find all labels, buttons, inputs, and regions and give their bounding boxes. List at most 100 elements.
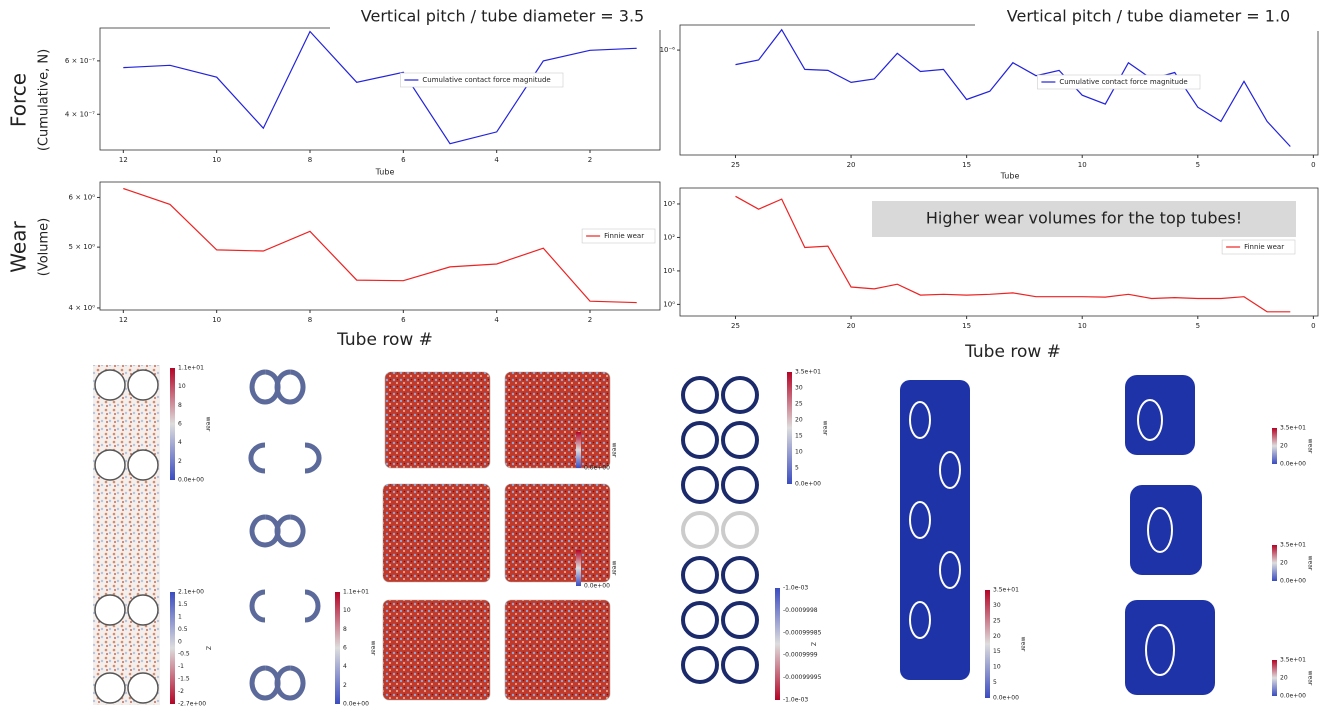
x-axis-label: Tube	[375, 168, 395, 177]
plot-frame	[680, 25, 1318, 155]
y-tick-label: 10²	[663, 233, 675, 241]
colorbar	[170, 592, 175, 704]
colorbar-label: 30	[993, 602, 1001, 609]
colorbar	[170, 368, 175, 480]
colorbar-label: 2	[178, 458, 182, 465]
legend-label: Finnie wear	[604, 232, 644, 240]
colorbar-label: 10	[178, 383, 186, 390]
colorbar-label: 15	[993, 648, 1001, 655]
colorbar-title: wear	[822, 421, 829, 436]
colorbar-label: 0.0e+00	[584, 465, 610, 472]
colorbar-label: 0.5	[178, 626, 188, 633]
colorbar-label: -1.0e-03	[783, 585, 808, 592]
colorbar-label: 0.0e+00	[1280, 461, 1306, 468]
side-label: Wear	[7, 221, 31, 273]
x-tick-label: 12	[119, 316, 128, 324]
x-tick-label: 0	[1311, 322, 1315, 330]
colorbar-label: 6	[343, 645, 347, 652]
colorbar-label: 0.0e+00	[1280, 578, 1306, 585]
colorbar-label: 20	[1280, 443, 1288, 450]
colorbar-label: 3.5e+01	[993, 587, 1019, 594]
colorbar-label: 1.1e+01	[178, 365, 204, 372]
colorbar-label: -0.5	[178, 651, 190, 658]
x-axis-label: Tube row #	[336, 330, 433, 350]
simulation-images	[93, 365, 1215, 705]
colorbar-label: 2	[343, 682, 347, 689]
colorbar-label: 5	[795, 465, 799, 472]
colorbar	[1272, 660, 1277, 696]
x-tick-label: 4	[494, 316, 499, 324]
colorbar	[1272, 428, 1277, 464]
plot-frame	[100, 28, 660, 150]
x-tick-label: 15	[962, 322, 971, 330]
x-tick-label: 5	[1196, 322, 1200, 330]
colorbar-title: Z	[205, 646, 212, 650]
colorbar-label: 8	[178, 402, 182, 409]
colorbar	[985, 590, 990, 698]
colorbar-label: 4	[178, 439, 182, 446]
colorbar-label: 30	[795, 385, 803, 392]
colorbar-title: wear	[1307, 439, 1314, 454]
colorbar-label: 5	[993, 679, 997, 686]
legend-label: Cumulative contact force magnitude	[422, 76, 550, 84]
side-label: Force	[7, 73, 31, 127]
colorbar-label: 15	[795, 433, 803, 440]
annotation: Higher wear volumes for the top tubes!	[926, 209, 1242, 228]
x-tick-label: 4	[494, 156, 499, 164]
x-tick-label: 8	[308, 156, 312, 164]
chart-title: Vertical pitch / tube diameter = 3.5	[361, 7, 644, 26]
colorbar-label: 0.0e+00	[993, 695, 1019, 702]
colorbar-label: 20	[993, 633, 1001, 640]
x-tick-label: 12	[119, 156, 128, 164]
colorbar-label: 10	[343, 607, 351, 614]
colorbar-label: 4	[343, 663, 347, 670]
y-tick-label: 6 × 10⁻⁷	[65, 57, 95, 65]
colorbar-label: -2.7e+00	[178, 701, 206, 706]
y-tick-label: 4 × 10⁰	[69, 304, 96, 312]
x-tick-label: 6	[401, 156, 406, 164]
slide: Force (Cumulative, N) Wear (Volume) Vert…	[0, 0, 1322, 706]
y-tick-label: 5 × 10⁰	[69, 243, 96, 251]
colorbar-label: 1.1e+01	[343, 589, 369, 596]
x-tick-label: 10	[212, 156, 221, 164]
x-tick-label: 10	[1078, 322, 1087, 330]
x-tick-label: 10	[212, 316, 221, 324]
colorbar-label: 25	[993, 617, 1001, 624]
colorbar-label: 0.0e+00	[584, 583, 610, 590]
x-tick-label: 20	[847, 322, 856, 330]
colorbar-title: wear	[370, 641, 377, 656]
colorbar-label: 3.5e+01	[1280, 657, 1306, 664]
y-tick-label: 10⁻⁶	[660, 46, 676, 54]
colorbar-label: 3.5e+01	[1280, 425, 1306, 432]
colorbar-label: 0.0e+00	[795, 481, 821, 488]
colorbar-title: wear	[1020, 637, 1027, 652]
x-tick-label: 6	[401, 316, 406, 324]
colorbar-title: wear	[205, 417, 212, 432]
colorbar-label: 1	[178, 613, 182, 620]
y-tick-label: 6 × 10⁰	[69, 193, 96, 201]
colorbar-label: -0.0009998	[783, 607, 818, 614]
colorbar-label: 3.5e+01	[1280, 542, 1306, 549]
x-tick-label: 2	[588, 156, 592, 164]
x-tick-label: 8	[308, 316, 312, 324]
colorbar	[335, 592, 340, 704]
colorbar-label: -1	[178, 663, 184, 670]
colorbar	[787, 372, 792, 484]
colorbar-title: wear	[611, 561, 618, 576]
colorbar-label: 0	[178, 638, 182, 645]
x-tick-label: 15	[962, 161, 971, 169]
colorbar-label: -1.0e-03	[783, 697, 808, 704]
colorbar-label: -0.00099995	[783, 674, 822, 681]
legend-label: Finnie wear	[1244, 243, 1284, 251]
x-tick-label: 25	[731, 161, 740, 169]
colorbar-label: 1.5	[178, 601, 188, 608]
colorbar-label: 8	[343, 626, 347, 633]
colorbar-label: 10	[795, 449, 803, 456]
x-axis-label: Tube row #	[964, 342, 1061, 362]
side-label: (Volume)	[37, 218, 52, 277]
plot-frame	[100, 182, 660, 310]
colorbar-label: -1.5	[178, 676, 190, 683]
colorbar-label: 20	[1280, 675, 1288, 682]
y-tick-label: 10³	[663, 200, 675, 208]
y-tick-label: 10¹	[663, 267, 675, 275]
